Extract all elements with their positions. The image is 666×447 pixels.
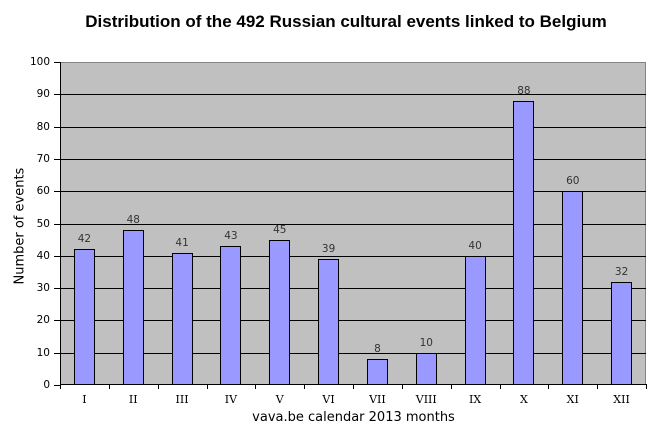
x-axis-tick (158, 385, 159, 389)
gridline (60, 224, 646, 225)
gridline (60, 159, 646, 160)
x-axis-tick (597, 385, 598, 389)
y-tick-label: 40 (36, 250, 50, 262)
bar-value-label: 45 (273, 224, 287, 236)
bar-value-label: 39 (321, 243, 336, 255)
y-axis-tick (54, 127, 60, 128)
bar-value-label: 43 (224, 230, 238, 242)
bar-value-label: 60 (566, 175, 580, 187)
y-tick-label: 70 (36, 153, 50, 165)
x-axis-tick (255, 385, 256, 389)
x-axis-tick (548, 385, 549, 389)
y-axis-tick (54, 62, 60, 63)
plot-area (60, 62, 646, 385)
x-axis-tick (304, 385, 305, 389)
y-axis-line (60, 62, 61, 385)
bar (513, 101, 535, 385)
bar-value-label: 8 (374, 343, 381, 355)
bar-value-label: 41 (175, 237, 189, 249)
x-category-label: V (275, 393, 284, 406)
y-axis-tick (54, 159, 60, 160)
x-category-label: III (175, 393, 189, 406)
x-axis-tick (207, 385, 208, 389)
x-category-label: II (128, 393, 138, 406)
y-tick-label: 60 (36, 185, 50, 197)
y-tick-label: 50 (36, 218, 50, 230)
bar-value-label: 32 (614, 266, 629, 278)
chart-title: Distribution of the 492 Russian cultural… (85, 12, 607, 31)
y-axis-tick (54, 256, 60, 257)
bar (171, 253, 193, 385)
gridline (60, 256, 646, 257)
bar-value-label: 40 (468, 240, 482, 252)
y-tick-label: 10 (36, 347, 50, 359)
x-axis-tick (109, 385, 110, 389)
gridline (60, 191, 646, 192)
x-axis-tick (500, 385, 501, 389)
bar-value-label: 10 (419, 337, 433, 349)
y-axis-tick (54, 224, 60, 225)
bar (611, 282, 633, 385)
bar-value-label: 48 (126, 214, 140, 226)
bar (269, 240, 291, 385)
x-axis-tick (646, 385, 647, 389)
y-axis-tick (54, 385, 60, 386)
y-tick-label: 100 (29, 56, 50, 68)
x-axis-title: vava.be calendar 2013 months (252, 410, 455, 425)
y-tick-label: 20 (36, 314, 50, 326)
bar (122, 230, 144, 385)
x-category-label: I (82, 393, 87, 406)
gridline (60, 353, 646, 354)
gridline (60, 94, 646, 95)
x-axis-line (60, 384, 647, 385)
y-tick-label: 80 (36, 121, 50, 133)
y-axis-tick (54, 353, 60, 354)
x-category-label: IX (468, 393, 482, 406)
y-tick-label: 0 (43, 379, 50, 391)
bar (562, 191, 584, 385)
y-axis-tick (54, 288, 60, 289)
bar (366, 359, 388, 385)
gridline (60, 288, 646, 289)
y-axis-tick (54, 191, 60, 192)
bar (464, 256, 486, 385)
y-tick-label: 30 (36, 282, 50, 294)
x-category-label: VI (322, 393, 335, 406)
x-category-label: VII (369, 393, 386, 406)
x-axis-tick (60, 385, 61, 389)
x-axis-tick (451, 385, 452, 389)
y-axis-tick (54, 94, 60, 95)
bar-value-label: 88 (517, 85, 531, 97)
bar-value-label: 42 (77, 233, 92, 245)
y-tick-label: 90 (36, 88, 50, 100)
gridline (60, 320, 646, 321)
gridline (60, 127, 646, 128)
x-category-label: VIII (415, 393, 437, 406)
bar (220, 246, 242, 385)
bar (318, 259, 340, 385)
x-axis-tick (353, 385, 354, 389)
x-category-label: XII (613, 393, 630, 406)
bar (73, 249, 95, 385)
x-category-label: IV (224, 393, 238, 406)
y-axis-tick (54, 320, 60, 321)
bar (415, 353, 437, 385)
x-category-label: XI (566, 393, 579, 406)
x-category-label: X (519, 393, 528, 406)
x-axis-tick (402, 385, 403, 389)
